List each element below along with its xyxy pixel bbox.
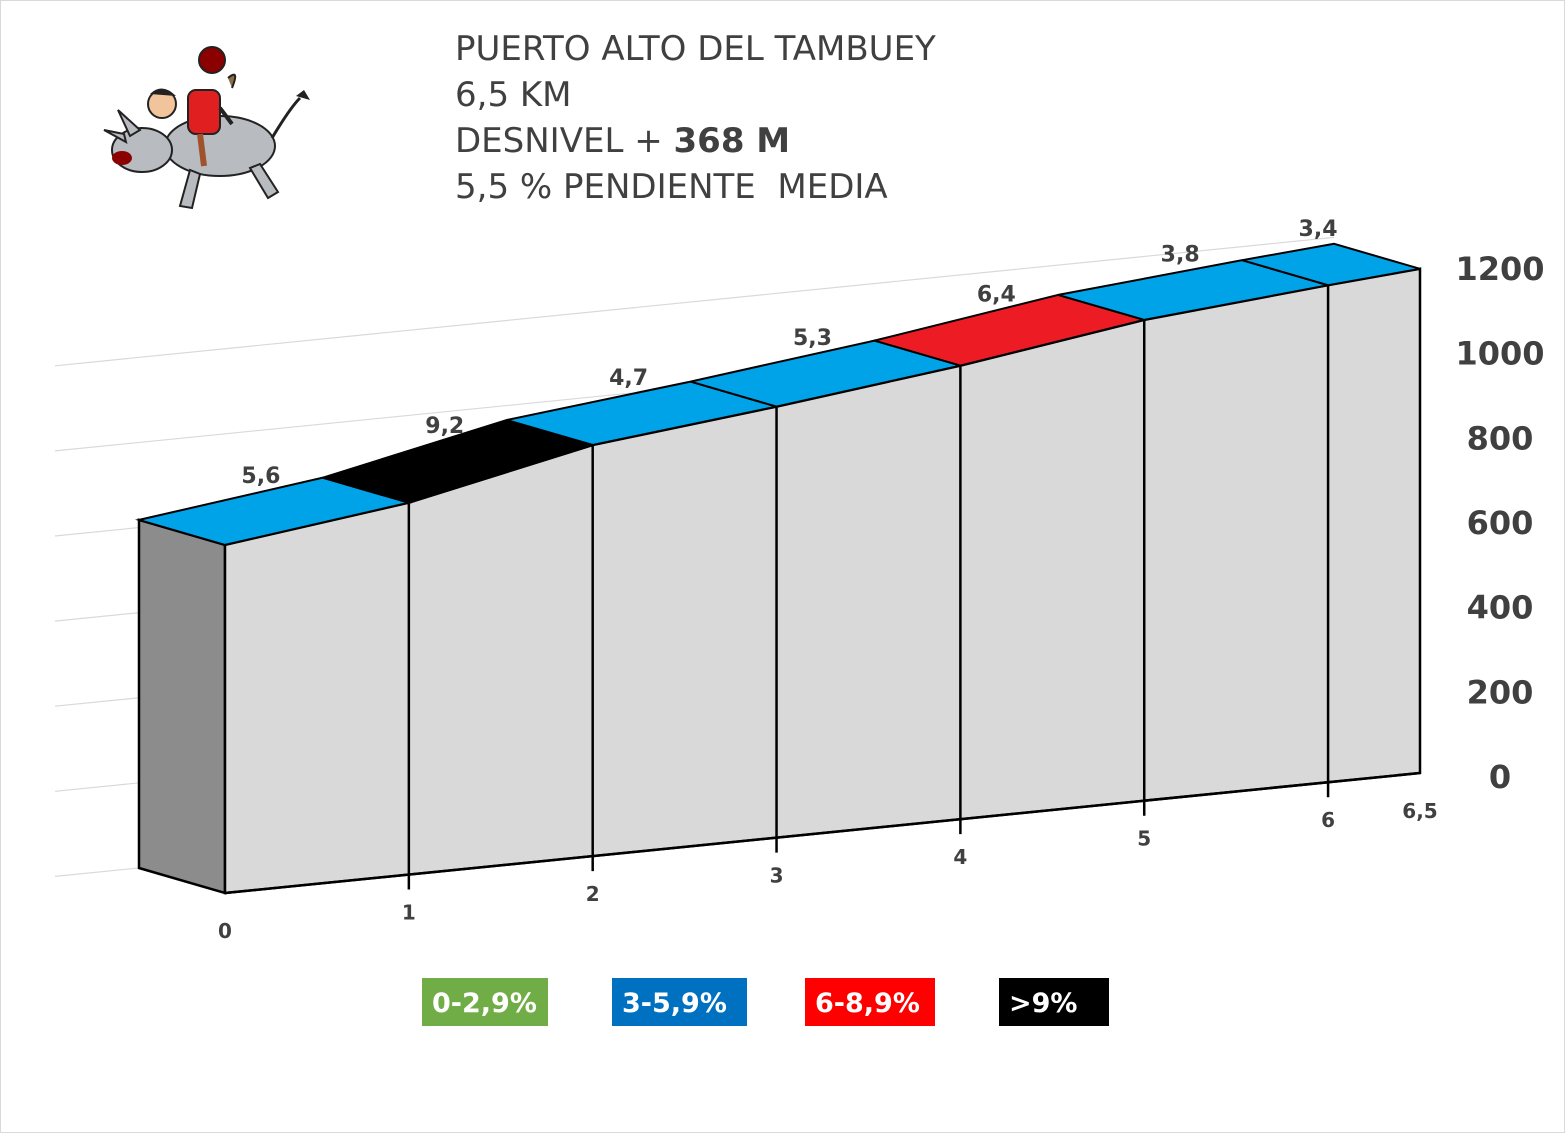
y-tick-label: 1200 [1455,250,1544,288]
climb-elevation-gain: DESNIVEL + 368 M [455,118,936,164]
x-tick-label: 6,5 [1402,799,1437,823]
profile-body [135,242,1422,895]
legend-item-3-5-9: 3-5,9% [612,978,747,1026]
gradient-label: 3,8 [1161,243,1200,268]
elevation-gain-prefix: DESNIVEL + [455,121,674,161]
legend-item-over-9: >9% [999,978,1109,1026]
x-tick-label: 3 [770,864,784,888]
y-tick-label: 200 [1467,673,1534,711]
legend-item-0-2-9: 0-2,9% [422,978,548,1026]
gradient-label: 5,3 [793,326,832,351]
gradient-label: 9,2 [425,414,464,439]
y-tick-label: 800 [1467,419,1534,457]
chart-labels: 5,6 9,2 4,7 5,3 6,4 3,8 3,4 0 1 2 3 4 5 6 6,5 0 200 400 60… [218,217,1544,943]
x-tick-label: 1 [402,901,416,925]
x-tick-label: 2 [586,882,600,906]
y-tick-label: 400 [1467,589,1534,627]
climb-distance: 6,5 KM [455,75,572,115]
y-tick-label: 0 [1489,758,1511,796]
chart-title-block: PUERTO ALTO DEL TAMBUEY 6,5 KM DESNIVEL … [455,26,936,210]
cyclist-on-donkey-cartoon-icon [103,46,310,210]
climb-average-gradient: 5,5 % PENDIENTE MEDIA [455,167,888,207]
x-tick-label: 0 [218,919,232,943]
gradient-label: 4,7 [609,366,648,391]
segment-top [1241,242,1421,287]
profile-base-line [224,771,1421,895]
y-tick-label: 1000 [1455,335,1544,373]
x-tick-label: 4 [953,845,967,869]
gradient-label: 3,4 [1299,217,1338,242]
gradient-label: 6,4 [977,283,1016,308]
profile-side-face [137,518,227,895]
y-tick-label: 600 [1467,504,1534,542]
grid-line [54,236,1335,367]
x-tick-label: 6 [1321,808,1335,832]
gradient-label: 5,6 [241,464,280,489]
elevation-gain-value: 368 M [673,121,791,161]
legend-item-6-8-9: 6-8,9% [805,978,935,1026]
x-tick-label: 5 [1137,827,1151,851]
climb-name: PUERTO ALTO DEL TAMBUEY [455,29,936,69]
